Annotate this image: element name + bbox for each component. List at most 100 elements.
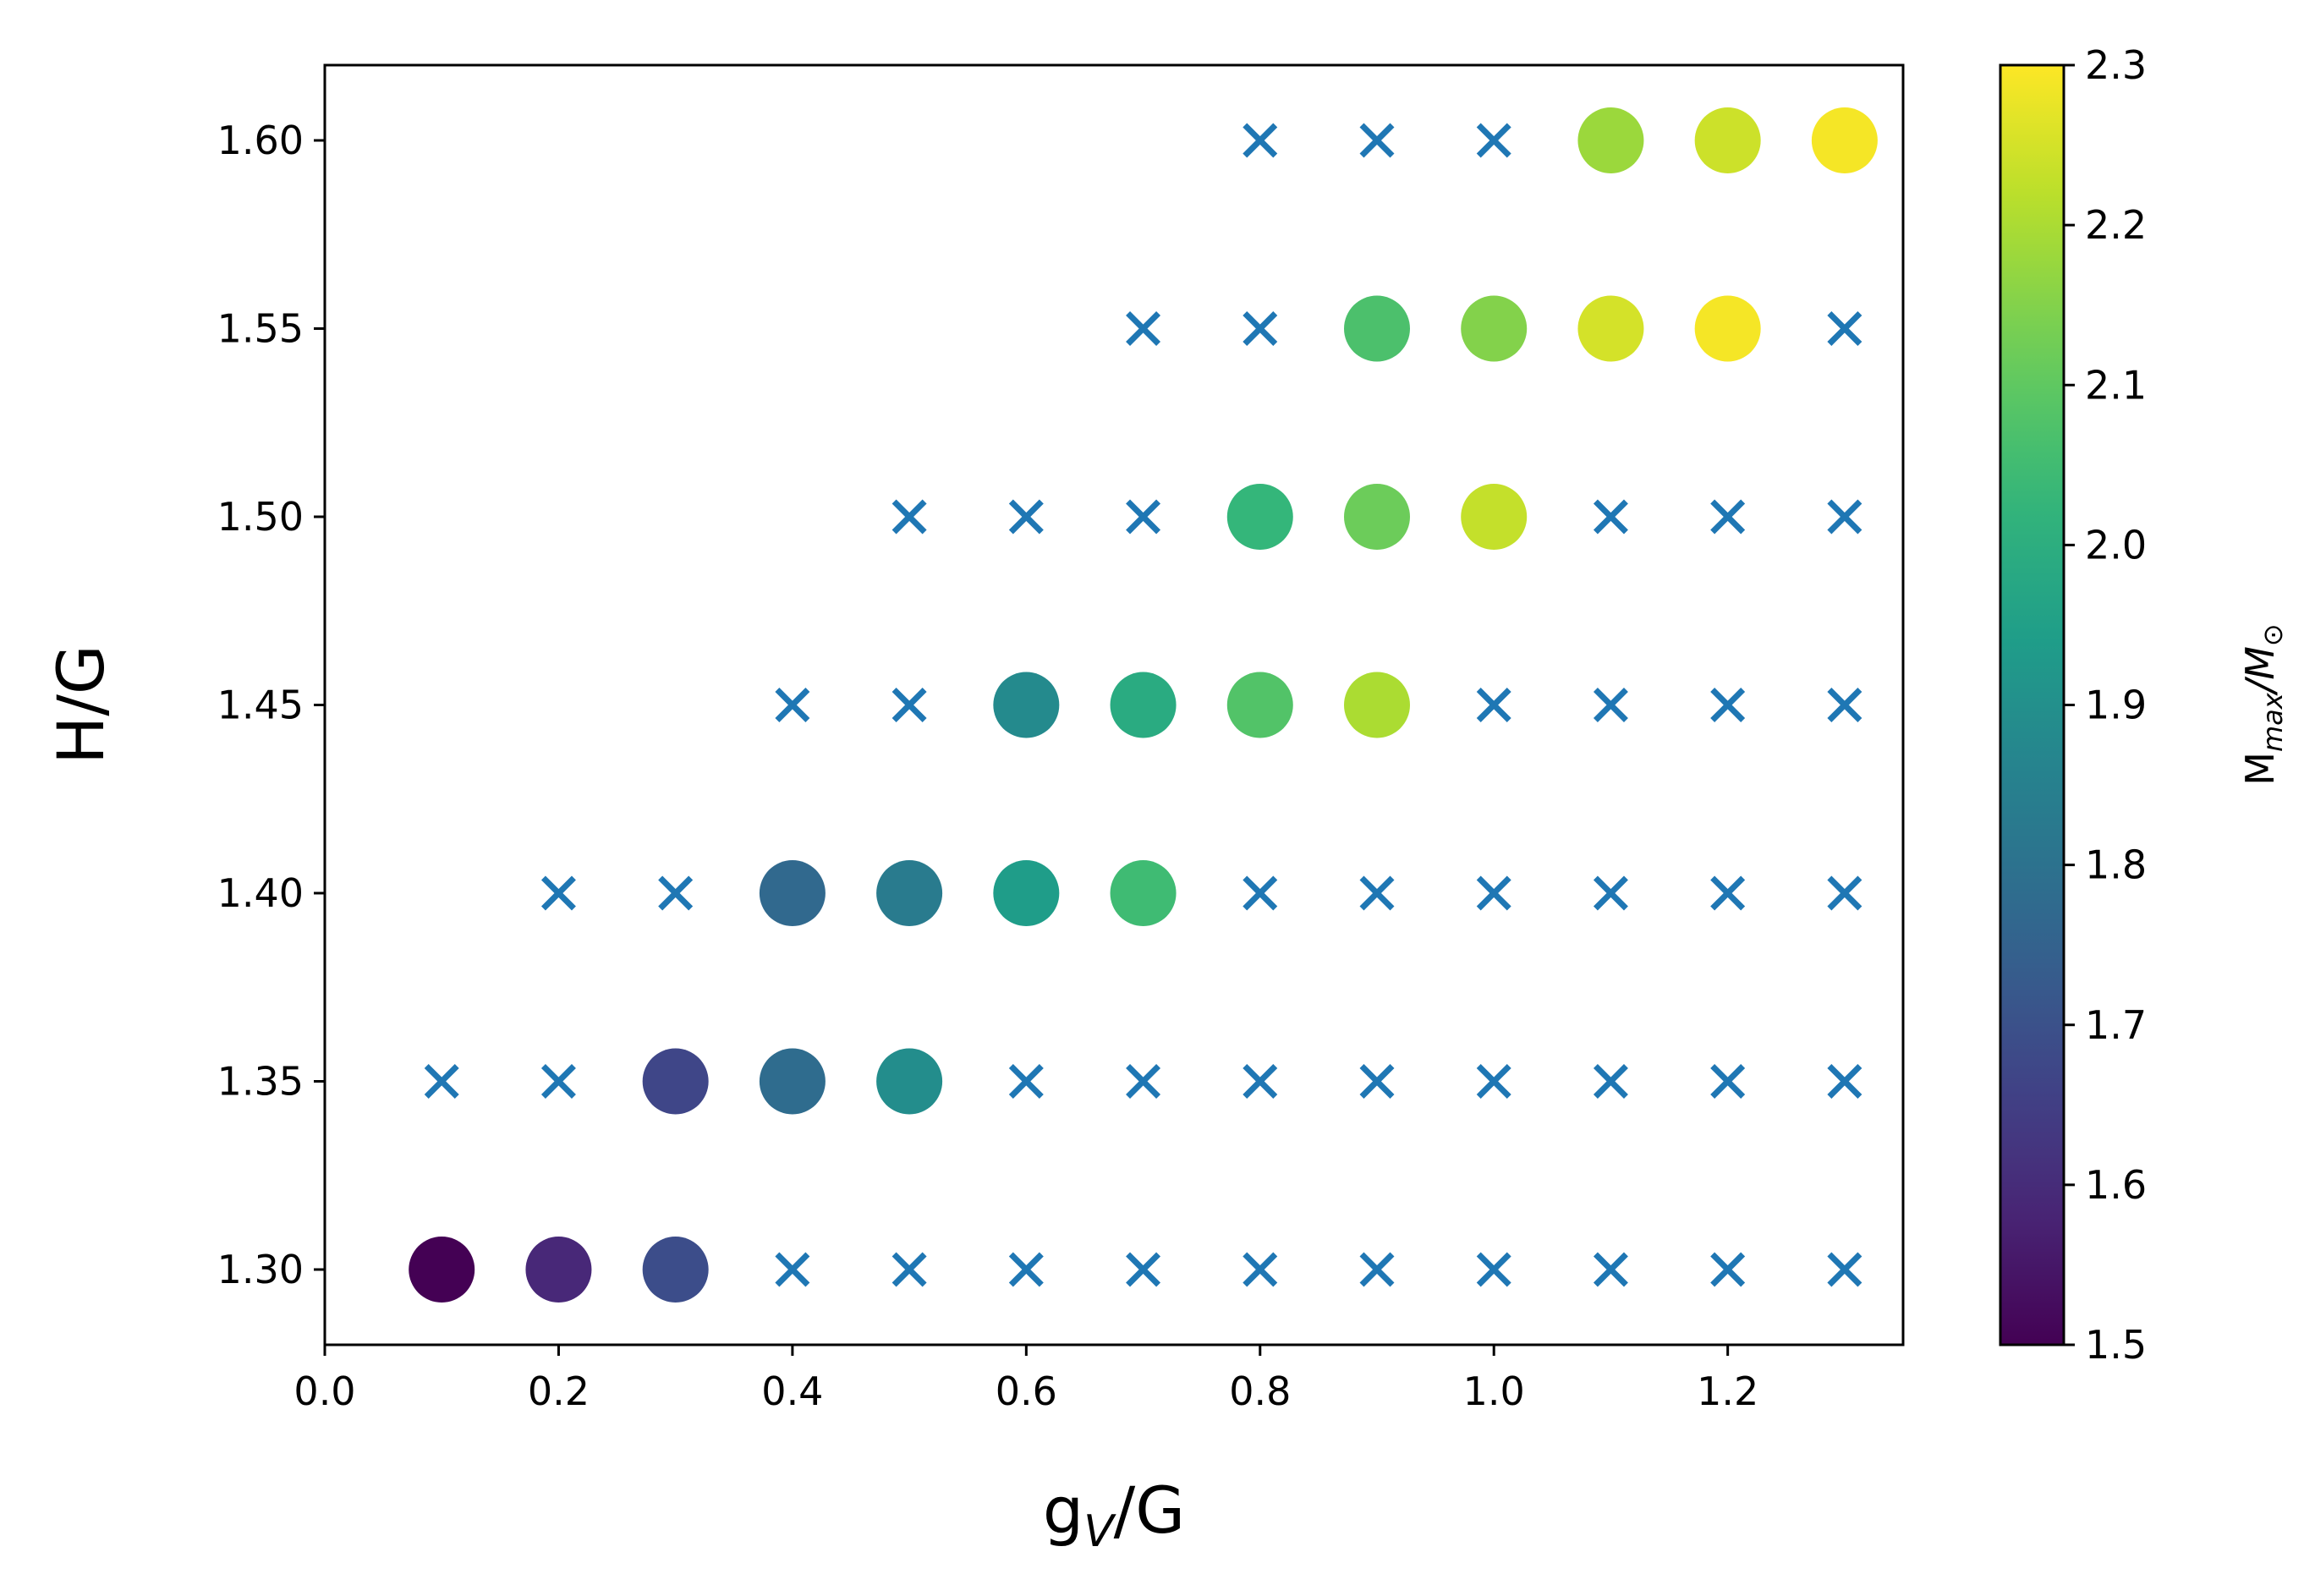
y-axis-label: H/G [43, 644, 118, 765]
y-tick-label: 1.50 [217, 494, 304, 540]
stable-point [759, 860, 826, 926]
stable-point [1226, 484, 1293, 550]
stable-point [993, 860, 1060, 926]
y-tick-label: 1.60 [217, 118, 304, 163]
colorbar-ticks: 1.5 1.6 1.7 1.8 1.9 2.0 2.1 2.2 2.3 [2064, 42, 2147, 1368]
x-axis-ticks: 0.0 0.2 0.4 0.6 0.8 1.0 1.2 [293, 1345, 1758, 1414]
unstable-x-marker [1710, 1064, 1746, 1099]
x-tick-label: 0.4 [761, 1368, 823, 1414]
y-tick-label: 1.45 [217, 683, 304, 728]
x-axis-label-subscript: V [1083, 1506, 1116, 1557]
unstable-x-marker [1126, 1064, 1161, 1099]
stable-point [993, 672, 1060, 738]
unstable-x-marker [1359, 875, 1395, 911]
stable-point [876, 1048, 943, 1115]
stable-point [1344, 295, 1410, 362]
unstable-x-marker [1827, 311, 1862, 346]
colorbar-tick-label: 1.7 [2085, 1002, 2147, 1048]
stable-point [1344, 672, 1410, 738]
unstable-x-marker [1593, 688, 1628, 722]
unstable-x-marker [1827, 688, 1862, 722]
unstable-x-marker [1243, 123, 1278, 158]
stable-point [642, 1237, 709, 1303]
stable-point [1110, 860, 1177, 926]
colorbar-tick-label: 1.9 [2085, 683, 2147, 728]
colorbar-tick-label: 1.5 [2085, 1322, 2147, 1368]
unstable-x-marker [1710, 499, 1746, 535]
unstable-x-marker [891, 499, 927, 535]
unstable-x-marker [1243, 1064, 1278, 1099]
colorbar-tick-label: 2.2 [2085, 202, 2147, 248]
unstable-x-marker [1243, 1252, 1278, 1287]
colorbar [1999, 63, 2065, 1346]
unstable-x-marker [1243, 311, 1278, 346]
unstable-x-marker [1359, 123, 1395, 158]
stable-point [1110, 672, 1177, 738]
unstable-x-marker [1827, 875, 1862, 911]
unstable-x-marker [540, 875, 576, 911]
unstable-x-marker [1008, 1064, 1044, 1099]
stable-point [1344, 484, 1410, 550]
unstable-x-marker [1476, 875, 1511, 911]
stable-point [1461, 295, 1528, 362]
y-tick-label: 1.30 [217, 1247, 304, 1292]
stable-point [409, 1237, 475, 1303]
unstable-x-marker [1593, 1252, 1628, 1287]
unstable-x-marker [1243, 875, 1278, 911]
stable-point [1694, 107, 1761, 173]
unstable-x-marker [1359, 1252, 1395, 1287]
x-tick-label: 0.2 [528, 1368, 590, 1414]
unstable-x-marker [1476, 688, 1511, 722]
y-tick-label: 1.40 [217, 870, 304, 916]
x-tick-label: 0.0 [293, 1368, 355, 1414]
colorbar-tick-label: 2.3 [2085, 42, 2147, 88]
y-tick-label: 1.55 [217, 306, 304, 352]
unstable-x-marker [1827, 1252, 1862, 1287]
unstable-x-marker [1827, 1064, 1862, 1099]
colorbar-tick-label: 1.6 [2085, 1162, 2147, 1208]
unstable-x-marker [1126, 311, 1161, 346]
unstable-x-marker [540, 1064, 576, 1099]
markers-layer [409, 107, 1878, 1303]
y-axis-ticks: 1.30 1.35 1.40 1.45 1.50 1.55 1.60 [217, 118, 325, 1292]
unstable-x-marker [1476, 123, 1511, 158]
colorbar-tick-label: 2.1 [2085, 362, 2147, 408]
unstable-x-marker [1476, 1064, 1511, 1099]
stable-point [1577, 295, 1644, 362]
x-tick-label: 1.0 [1463, 1368, 1525, 1414]
unstable-x-marker [658, 875, 694, 911]
unstable-x-marker [1126, 1252, 1161, 1287]
y-tick-label: 1.35 [217, 1059, 304, 1105]
unstable-x-marker [424, 1064, 459, 1099]
unstable-x-marker [1710, 688, 1746, 722]
unstable-x-marker [1593, 1064, 1628, 1099]
unstable-x-marker [1476, 1252, 1511, 1287]
stable-point [1226, 672, 1293, 738]
x-tick-label: 0.8 [1229, 1368, 1291, 1414]
unstable-x-marker [1359, 1064, 1395, 1099]
unstable-x-marker [1710, 1252, 1746, 1287]
unstable-x-marker [1126, 499, 1161, 535]
unstable-x-marker [1008, 499, 1044, 535]
x-tick-label: 0.6 [996, 1368, 1057, 1414]
unstable-x-marker [1008, 1252, 1044, 1287]
colorbar-tick-label: 1.8 [2085, 842, 2147, 888]
unstable-x-marker [1593, 499, 1628, 535]
unstable-x-marker [1710, 875, 1746, 911]
stable-point [642, 1048, 709, 1115]
stable-point [1694, 295, 1761, 362]
stable-point [525, 1237, 592, 1303]
unstable-x-marker [1827, 499, 1862, 535]
unstable-x-marker [891, 1252, 927, 1287]
x-axis-label: gV/G [1043, 1473, 1185, 1557]
stable-point [1577, 107, 1644, 173]
unstable-x-marker [775, 688, 810, 722]
colorbar-tick-label: 2.0 [2085, 522, 2147, 568]
stable-point [1461, 484, 1528, 550]
stable-point [876, 860, 943, 926]
stable-point [759, 1048, 826, 1115]
colorbar-label: Mmax/M⊙ [2237, 623, 2289, 785]
stable-point [1811, 107, 1878, 173]
